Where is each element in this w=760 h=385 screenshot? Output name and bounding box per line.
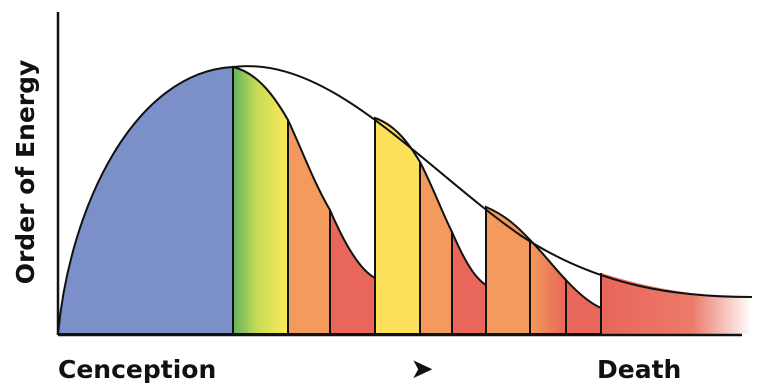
decay-segment-green: [232, 65, 289, 335]
decay-segment-orange-2: [419, 161, 453, 335]
x-end-label: Death: [597, 355, 681, 384]
y-axis-label: Order of Energy: [11, 60, 40, 285]
timeline-arrow-icon: ➤: [410, 352, 433, 385]
final-region: [601, 273, 752, 334]
decay-segment-red-3: [565, 277, 602, 335]
decay-segment-orange-red: [529, 237, 567, 335]
growth-region: [56, 65, 234, 335]
potential-envelope-curve: [232, 65, 753, 298]
decay-segment-orange-1: [287, 119, 331, 335]
decay-segment-red-1: [329, 209, 376, 335]
x-start-label: Cenception: [58, 355, 216, 384]
decay-segment-red-2: [451, 231, 487, 335]
